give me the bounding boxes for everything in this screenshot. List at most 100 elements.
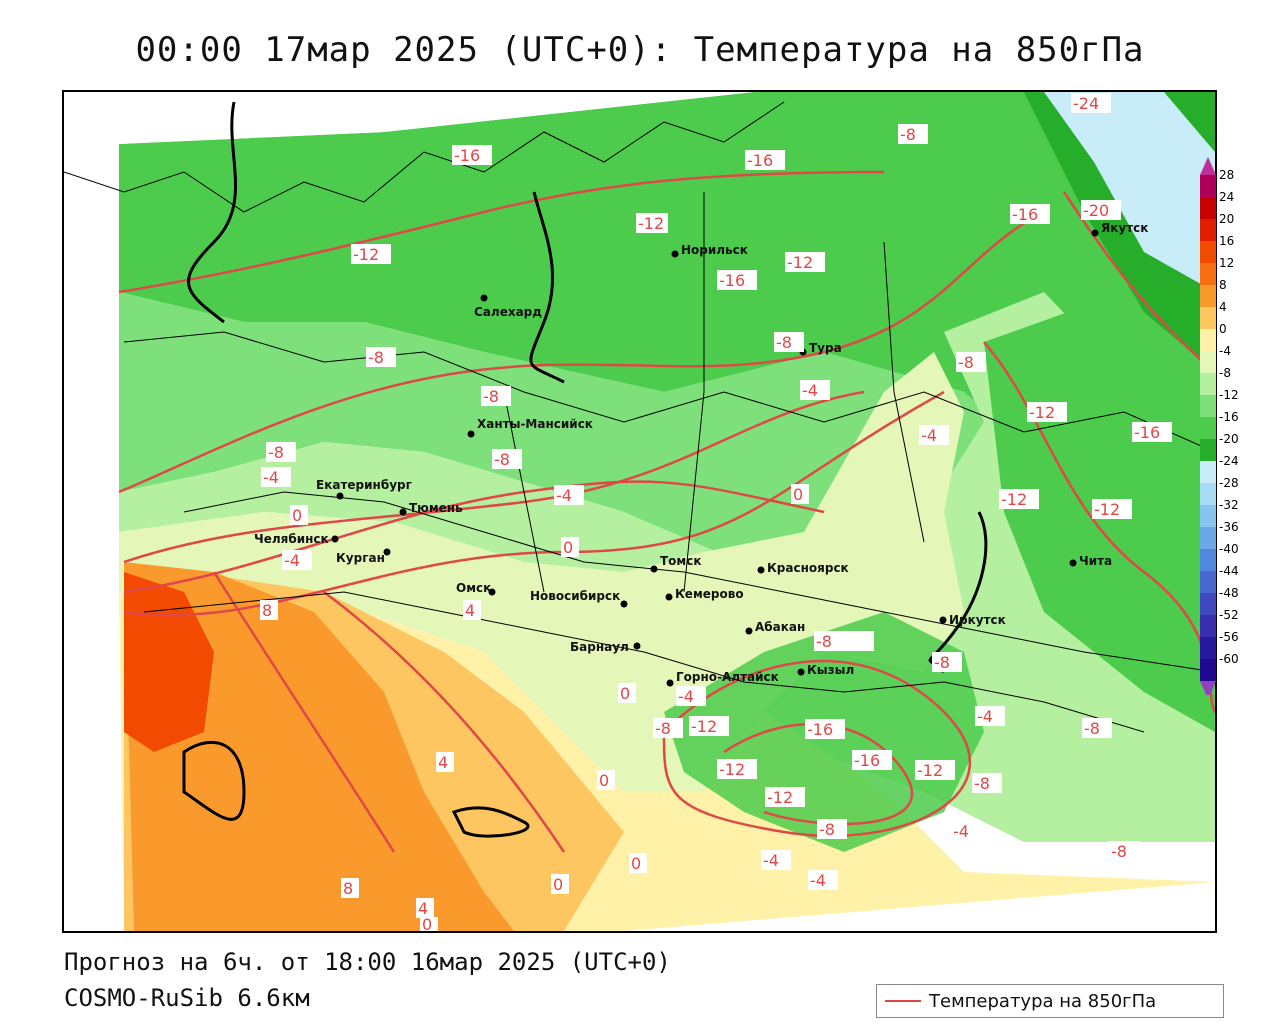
svg-text:-4: -4: [263, 468, 279, 487]
svg-text:-16: -16: [454, 146, 480, 165]
svg-text:-12: -12: [767, 788, 793, 807]
colorbar-tick-label: 16: [1219, 234, 1234, 248]
svg-text:0: 0: [793, 485, 803, 504]
svg-text:Тюмень: Тюмень: [409, 501, 463, 515]
city-krasnoyarsk: Красноярск: [757, 561, 849, 575]
colorbar-tick-label: -60: [1219, 652, 1239, 666]
colorbar-step: [1200, 263, 1216, 285]
city-tyumen: Тюмень: [399, 501, 463, 516]
iso-label: -8: [1109, 841, 1139, 861]
svg-text:Чита: Чита: [1079, 554, 1112, 568]
iso-label: -8: [817, 819, 847, 839]
colorbar-arrow-top: [1200, 157, 1216, 175]
iso-label: -8: [266, 442, 296, 462]
iso-label: 0: [791, 484, 809, 504]
iso-label: -8: [814, 631, 874, 651]
colorbar-tick-label: 8: [1219, 278, 1227, 292]
iso-label: -4: [676, 686, 706, 706]
svg-text:Горно-Алтайск: Горно-Алтайск: [676, 670, 779, 684]
colorbar-tick-label: -8: [1219, 366, 1231, 380]
svg-text:0: 0: [553, 875, 563, 894]
iso-label: -12: [915, 760, 955, 780]
iso-label: -4: [919, 425, 949, 445]
svg-text:8: 8: [343, 879, 353, 898]
svg-text:-16: -16: [719, 271, 745, 290]
iso-label: -12: [999, 489, 1039, 509]
svg-text:8: 8: [262, 601, 272, 620]
colorbar-step: [1200, 373, 1216, 395]
colorbar-step: [1200, 175, 1216, 197]
svg-text:-20: -20: [1083, 201, 1109, 220]
colorbar-step: [1200, 351, 1216, 373]
svg-text:0: 0: [620, 684, 630, 703]
iso-label: -12: [1092, 499, 1132, 519]
city-ekaterinburg: Екатеринбург: [316, 478, 412, 500]
colorbar-tick-label: -36: [1219, 520, 1239, 534]
isotherm-lines: [118, 170, 1215, 853]
city-yakutsk: Якутск: [1091, 221, 1148, 237]
iso-label: -16: [745, 150, 785, 170]
colorbar-step: [1200, 417, 1216, 439]
svg-text:-12: -12: [1094, 500, 1120, 519]
svg-text:-8: -8: [819, 820, 835, 839]
svg-text:0: 0: [563, 538, 573, 557]
iso-label: -20: [1081, 200, 1121, 220]
iso-label: 4: [463, 600, 481, 620]
colorbar-tick-label: 28: [1219, 168, 1234, 182]
colorbar-step: [1200, 329, 1216, 351]
svg-text:-8: -8: [655, 719, 671, 738]
svg-text:-8: -8: [900, 125, 916, 144]
iso-label: -24: [1071, 93, 1111, 113]
svg-text:Новосибирск: Новосибирск: [530, 589, 620, 603]
city-khanty-mansiysk: Ханты-Мансийск: [467, 417, 593, 438]
iso-label: -16: [1132, 422, 1172, 442]
svg-text:-4: -4: [802, 381, 818, 400]
svg-text:-4: -4: [810, 871, 826, 890]
iso-label: -12: [785, 252, 825, 272]
colorbar-step: [1200, 571, 1216, 593]
svg-text:-8: -8: [974, 774, 990, 793]
colorbar-step: [1200, 219, 1216, 241]
iso-label: 0: [551, 874, 569, 894]
svg-text:-16: -16: [807, 720, 833, 739]
iso-label: -4: [282, 550, 312, 570]
legend-box: Температура на 850гПа: [876, 984, 1224, 1018]
colorbar-step: [1200, 615, 1216, 637]
iso-label: 0: [629, 853, 647, 873]
svg-text:0: 0: [292, 506, 302, 525]
iso-label: -16: [852, 750, 892, 770]
svg-text:-8: -8: [268, 443, 284, 462]
iso-label: -4: [975, 706, 1005, 726]
svg-text:Красноярск: Красноярск: [767, 561, 849, 575]
colorbar-step: [1200, 483, 1216, 505]
city-chelyabinsk: Челябинск: [254, 532, 339, 546]
iso-label: -8: [932, 652, 962, 672]
iso-label: -8: [653, 718, 683, 738]
iso-label: -16: [1010, 204, 1050, 224]
colorbar-tick-label: -20: [1219, 432, 1239, 446]
iso-label: -8: [1082, 718, 1112, 738]
map-canvas: Норильск Салехард Тура Якутск Ханты-Манс…: [64, 92, 1215, 931]
colorbar-tick-label: -4: [1219, 344, 1231, 358]
svg-text:4: 4: [438, 753, 448, 772]
svg-text:Омск: Омск: [456, 581, 491, 595]
colorbar-tick-label: -16: [1219, 410, 1239, 424]
svg-text:Иркутск: Иркутск: [949, 613, 1006, 627]
iso-label: -12: [765, 787, 805, 807]
svg-text:-8: -8: [958, 353, 974, 372]
colorbar-svg: 28 24 20 16 12 8 4 0 -4 -8 -12 -16 -20 -24 -28 -32 -36 -4…: [1200, 157, 1239, 699]
svg-text:Ханты-Мансийск: Ханты-Мансийск: [477, 417, 593, 431]
colorbar-tick-label: -56: [1219, 630, 1239, 644]
colorbar-arrow-bottom: [1200, 681, 1216, 699]
iso-label: -8: [366, 347, 396, 367]
svg-text:-12: -12: [638, 214, 664, 233]
colorbar-tick-label: 0: [1219, 322, 1227, 336]
city-salekhard: Салехард: [474, 294, 542, 319]
iso-label: 8: [341, 878, 359, 898]
svg-text:Тура: Тура: [809, 341, 842, 355]
svg-text:Кемерово: Кемерово: [675, 587, 744, 601]
city-irkutsk: Иркутск: [939, 613, 1006, 627]
city-barnaul: Барнаул: [570, 640, 641, 654]
svg-text:-12: -12: [1001, 490, 1027, 509]
colorbar-step: [1200, 307, 1216, 329]
